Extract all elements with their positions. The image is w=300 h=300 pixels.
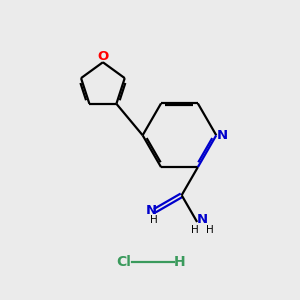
Text: N: N	[197, 213, 208, 226]
Text: O: O	[97, 50, 109, 64]
Text: H: H	[191, 225, 199, 235]
Text: Cl: Cl	[116, 255, 131, 269]
Text: H: H	[149, 215, 157, 225]
Text: H: H	[174, 255, 185, 269]
Text: N: N	[217, 129, 228, 142]
Text: H: H	[206, 225, 213, 235]
Text: N: N	[146, 204, 157, 217]
